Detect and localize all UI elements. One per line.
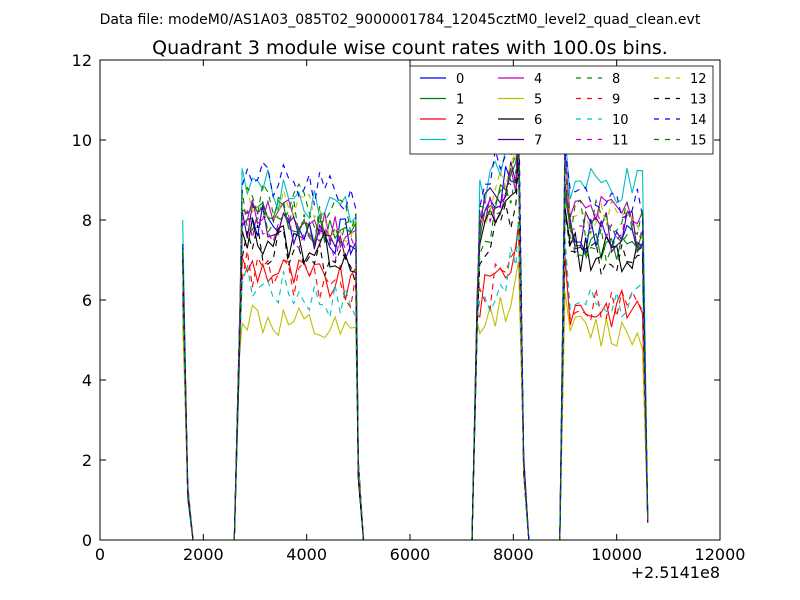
y-tick-label: 12 — [72, 51, 92, 70]
legend-label-7: 7 — [534, 134, 542, 149]
chart-suptitle: Data file: modeM0/AS1A03_085T02_90000017… — [100, 12, 701, 28]
legend-label-6: 6 — [534, 113, 542, 128]
y-tick-label: 4 — [82, 371, 92, 390]
series-line-0 — [182, 130, 649, 541]
plot-lines — [182, 88, 649, 541]
legend-label-8: 8 — [612, 72, 620, 87]
legend-label-4: 4 — [534, 72, 542, 87]
series-line-14 — [182, 88, 649, 541]
x-tick-label: 4000 — [286, 545, 327, 564]
legend-label-5: 5 — [534, 93, 542, 108]
legend-label-14: 14 — [690, 113, 707, 128]
legend-label-11: 11 — [612, 134, 629, 149]
y-tick-label: 0 — [82, 531, 92, 550]
legend-label-0: 0 — [456, 72, 464, 87]
x-tick-label: 0 — [95, 545, 105, 564]
x-tick-label: 10000 — [591, 545, 642, 564]
legend-label-13: 13 — [690, 93, 707, 108]
series-line-10 — [182, 215, 649, 541]
chart-title: Quadrant 3 module wise count rates with … — [152, 37, 668, 59]
y-tick-label: 8 — [82, 211, 92, 230]
series-line-4 — [182, 126, 649, 541]
x-tick-label: 8000 — [493, 545, 534, 564]
x-tick-label: 2000 — [183, 545, 224, 564]
series-line-6 — [182, 155, 649, 541]
series-line-7 — [182, 125, 649, 541]
legend-label-15: 15 — [690, 134, 707, 149]
y-tick-label: 6 — [82, 291, 92, 310]
y-tick-label: 10 — [72, 131, 92, 150]
legend-label-1: 1 — [456, 93, 464, 108]
legend-label-9: 9 — [612, 93, 620, 108]
series-line-9 — [182, 221, 649, 541]
series-line-2 — [182, 222, 649, 541]
series-line-3 — [182, 108, 649, 541]
x-offset-label: +2.5141e8 — [631, 563, 720, 582]
x-tick-label: 6000 — [390, 545, 431, 564]
legend-box — [409, 65, 714, 155]
legend-label-10: 10 — [612, 113, 629, 128]
legend-label-3: 3 — [456, 134, 464, 149]
legend-label-12: 12 — [690, 72, 707, 87]
legend-label-2: 2 — [456, 113, 464, 128]
y-tick-label: 2 — [82, 451, 92, 470]
series-line-15 — [182, 142, 649, 541]
series-line-12 — [182, 132, 649, 541]
x-tick-label: 12000 — [695, 545, 746, 564]
